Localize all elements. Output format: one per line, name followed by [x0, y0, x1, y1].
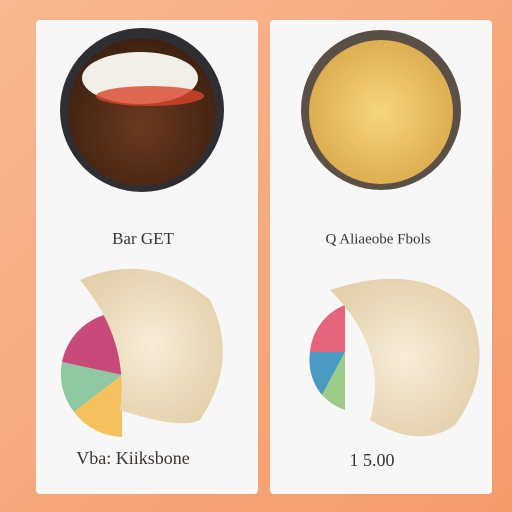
pie-slice — [74, 375, 122, 437]
pie-slice — [309, 352, 345, 395]
card: Q Aliaeobe Fbols 1 5.00 — [270, 20, 492, 494]
heading: Bar GET — [112, 229, 174, 248]
pie-slice — [322, 352, 345, 410]
footer: 1 5.00 — [350, 450, 395, 470]
tortilla — [80, 268, 223, 424]
heading: Q Aliaeobe Fbols — [326, 231, 431, 247]
card: Bar GET Vba: Kiiksbone — [36, 20, 258, 494]
footer: Vba: Kiiksbone — [76, 448, 189, 468]
pie-chart — [309, 305, 345, 410]
eggs — [309, 40, 453, 184]
pie-slice — [60, 362, 122, 412]
pie-slice — [62, 312, 122, 375]
pie-slice — [310, 305, 345, 352]
salsa — [96, 86, 204, 106]
tortilla — [330, 278, 480, 437]
pie-chart — [60, 312, 122, 437]
